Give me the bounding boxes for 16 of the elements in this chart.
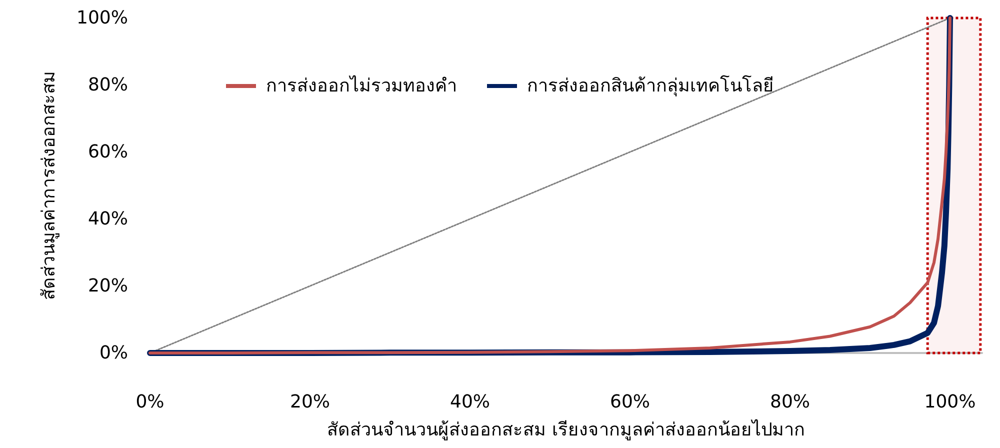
x-tick-label: 60% xyxy=(610,392,650,412)
y-tick-label: 0% xyxy=(99,342,128,364)
legend-label: การส่งออกไม่รวมทองคำ xyxy=(266,74,457,96)
x-tick-label: 80% xyxy=(770,392,810,412)
y-tick-label: 20% xyxy=(88,276,128,296)
x-tick-label: 40% xyxy=(450,392,490,412)
x-tick-label: 0% xyxy=(136,392,164,412)
x-axis-title: สัดส่วนจำนวนผู้ส่งออกสะสม เรียงจากมูลค่าส่งออกน้อยไปมาก xyxy=(327,418,805,440)
legend-label: การส่งออกสินค้ากลุ่มเทคโนโลยี xyxy=(527,74,774,96)
y-tick-label: 40% xyxy=(88,208,128,230)
x-tick-label: 100% xyxy=(924,392,976,412)
x-tick-label: 20% xyxy=(290,392,330,412)
y-tick-label: 60% xyxy=(88,142,128,162)
y-axis-title: สัดส่วนมูลค่าการส่งออกสะสม xyxy=(38,71,60,300)
y-tick-label: 80% xyxy=(88,74,128,96)
y-tick-label: 100% xyxy=(76,8,128,28)
